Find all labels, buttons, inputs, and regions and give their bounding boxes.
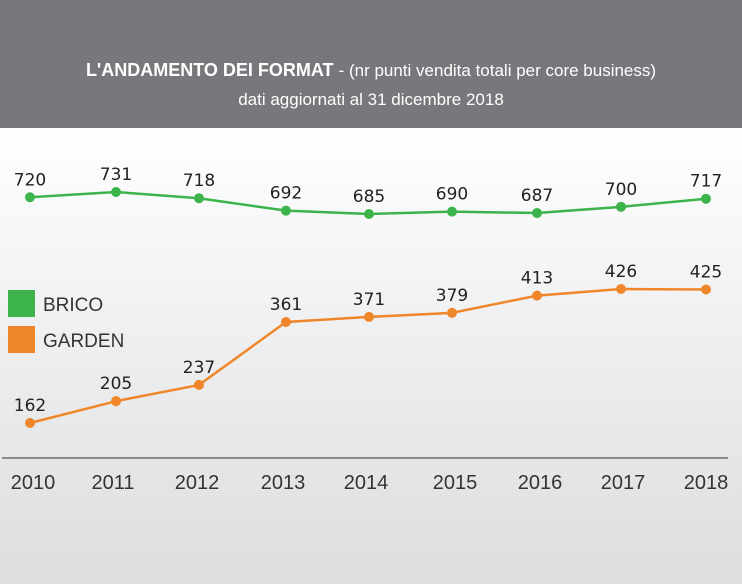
x-tick-label: 2014 bbox=[344, 472, 389, 494]
legend-swatch-brico bbox=[8, 290, 35, 317]
data-label-garden: 162 bbox=[14, 396, 46, 416]
data-point-brico bbox=[194, 193, 204, 204]
data-point-brico bbox=[25, 192, 35, 203]
data-label-brico: 700 bbox=[605, 180, 637, 200]
data-label-brico: 692 bbox=[270, 184, 302, 204]
data-point-garden bbox=[281, 316, 291, 327]
data-point-brico bbox=[616, 201, 626, 212]
chart-header: L'ANDAMENTO DEI FORMAT - (nr punti vendi… bbox=[0, 0, 742, 128]
chart-subtitle: dati aggiornati al 31 dicembre 2018 bbox=[238, 90, 504, 109]
data-point-brico bbox=[281, 205, 291, 216]
data-point-garden bbox=[616, 284, 626, 294]
data-point-garden bbox=[532, 290, 542, 301]
x-tick-label: 2013 bbox=[261, 472, 306, 494]
x-tick-label: 2018 bbox=[684, 472, 729, 494]
data-label-brico: 687 bbox=[521, 186, 553, 206]
data-label-garden: 425 bbox=[690, 263, 722, 283]
data-label-brico: 717 bbox=[690, 172, 722, 192]
data-label-brico: 718 bbox=[183, 171, 215, 191]
data-label-brico: 720 bbox=[14, 170, 46, 190]
data-point-garden bbox=[194, 379, 204, 390]
data-label-garden: 371 bbox=[353, 290, 385, 310]
chart-title-suffix: - (nr punti vendita totali per core busi… bbox=[338, 61, 657, 80]
data-label-garden: 379 bbox=[436, 286, 468, 306]
data-label-brico: 731 bbox=[100, 165, 132, 185]
chart-title-line: L'ANDAMENTO DEI FORMAT - (nr punti vendi… bbox=[0, 60, 742, 81]
x-tick-label: 2010 bbox=[11, 472, 56, 494]
chart-title: L'ANDAMENTO DEI FORMAT bbox=[85, 60, 334, 80]
x-tick-label: 2016 bbox=[518, 472, 563, 494]
data-point-brico bbox=[111, 187, 121, 197]
data-point-brico bbox=[532, 208, 542, 219]
data-point-garden bbox=[111, 396, 121, 407]
x-tick-label: 2015 bbox=[433, 472, 478, 494]
data-label-garden: 237 bbox=[183, 358, 215, 378]
data-point-brico bbox=[447, 206, 457, 217]
data-point-garden bbox=[25, 418, 35, 428]
data-label-garden: 426 bbox=[605, 262, 637, 282]
legend-label-brico: BRICO bbox=[43, 295, 103, 316]
data-point-garden bbox=[701, 284, 711, 295]
x-tick-label: 2017 bbox=[601, 472, 646, 494]
data-point-brico bbox=[701, 193, 711, 204]
legend-swatch-garden bbox=[8, 326, 35, 353]
data-point-brico bbox=[364, 209, 374, 219]
data-label-brico: 685 bbox=[353, 187, 385, 207]
data-label-garden: 413 bbox=[521, 269, 553, 289]
data-label-garden: 205 bbox=[100, 374, 132, 394]
legend-label-garden: GARDEN bbox=[43, 331, 124, 352]
data-label-garden: 361 bbox=[270, 295, 302, 315]
data-point-garden bbox=[447, 307, 457, 318]
data-point-garden bbox=[364, 311, 374, 322]
x-tick-label: 2012 bbox=[175, 472, 220, 494]
x-tick-label: 2011 bbox=[91, 472, 134, 494]
data-label-brico: 690 bbox=[436, 185, 468, 205]
